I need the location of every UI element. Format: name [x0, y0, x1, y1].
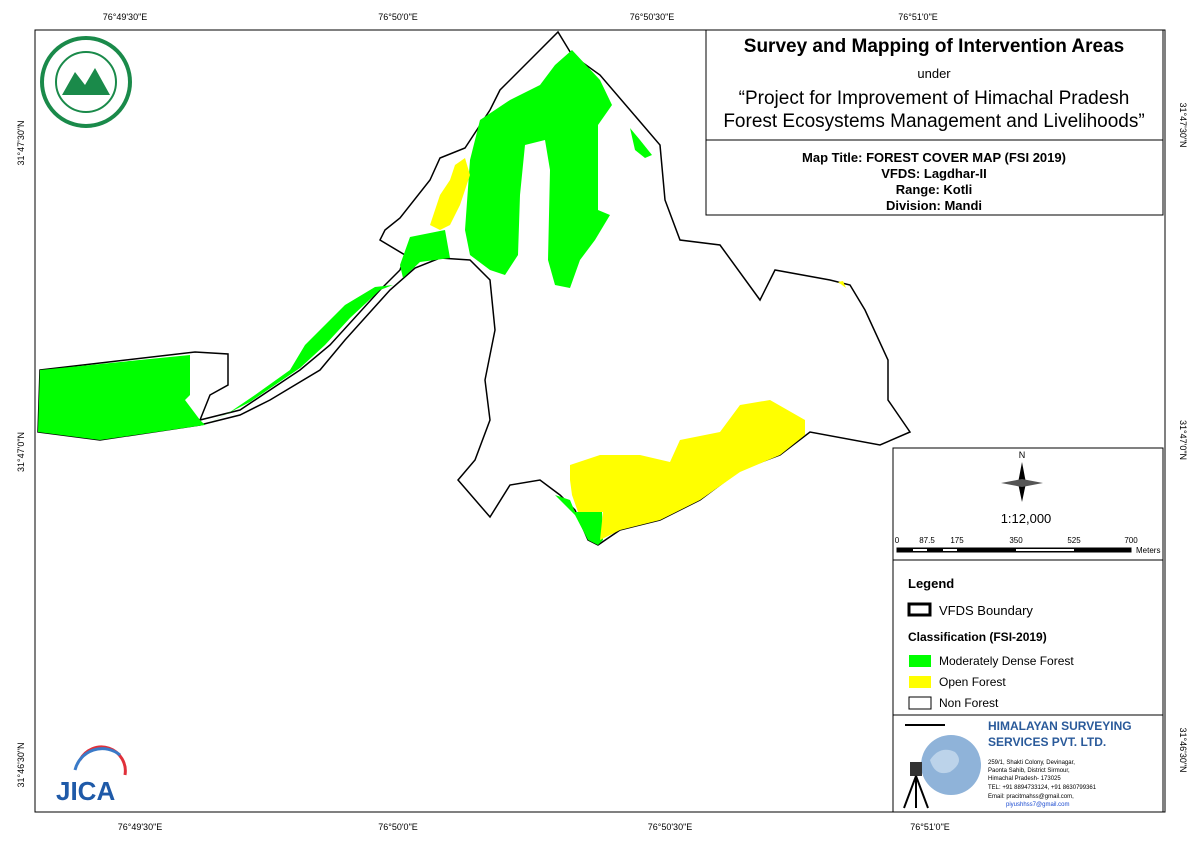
scale-ratio: 1:12,000 [1001, 511, 1052, 526]
coord-label: 76°51'0"E [898, 12, 938, 22]
company-address: 259/1, Shakti Colony, Devinagar, [988, 760, 1075, 766]
company-address: Paonta Sahib, District Sirmour, [988, 768, 1070, 774]
legend-title: Legend [908, 576, 954, 591]
north-arrow [1001, 479, 1043, 487]
subtitle: under [917, 66, 951, 81]
legend-subtitle: Classification (FSI-2019) [908, 630, 1047, 644]
title: Survey and Mapping of Intervention Areas [744, 36, 1124, 57]
legend-label: Non Forest [939, 696, 999, 710]
legend-swatch [907, 602, 932, 617]
legend-label: Open Forest [939, 675, 1006, 689]
scale-label: 525 [1067, 536, 1081, 545]
legend-label: VFDS Boundary [939, 603, 1033, 618]
jica-arc [73, 747, 121, 771]
coord-label: 76°51'0"E [910, 822, 950, 832]
coord-label: 31°47'30"N [16, 120, 26, 165]
jica-logo: JICA [56, 776, 115, 806]
forest-dept-logo [40, 36, 132, 128]
legend-swatch [909, 655, 931, 667]
legend-swatch [909, 676, 931, 688]
vfds-boundary [37, 30, 912, 546]
scale-bar [896, 547, 1132, 553]
company-name: SERVICES PVT. LTD. [988, 735, 1106, 749]
scale-label: 700 [1124, 536, 1138, 545]
legend-label: Moderately Dense Forest [939, 654, 1074, 668]
legend-swatch [908, 696, 932, 710]
title-box [705, 29, 1164, 216]
coord-label: 76°50'30"E [630, 12, 675, 22]
coord-label: 31°47'30"N [1178, 102, 1188, 147]
legend-box [892, 559, 1164, 716]
coord-label: 76°49'30"E [103, 12, 148, 22]
coord-label: 76°50'0"E [378, 822, 418, 832]
coord-label: 31°46'30"N [16, 742, 26, 787]
division: Division: Mandi [886, 198, 982, 213]
scale-label: 350 [1009, 536, 1023, 545]
project-line: “Project for Improvement of Himachal Pra… [739, 88, 1130, 109]
open-forest [430, 158, 846, 540]
coord-label: 31°46'30"N [1178, 727, 1188, 772]
coord-label: 76°50'0"E [378, 12, 418, 22]
north-label: N [1019, 450, 1026, 460]
coord-label: 31°47'0"N [1178, 420, 1188, 460]
coord-label: 76°50'30"E [648, 822, 693, 832]
company-address: Email: pracitmahss@gmail.com, [988, 794, 1074, 800]
scale-label: 87.5 [919, 536, 935, 545]
scale-label: 0 [895, 536, 900, 545]
scale-label: 175 [950, 536, 964, 545]
company-address: TEL: +91 8894733124, +91 8630799361 [988, 785, 1097, 791]
moderately-dense-forest [38, 50, 652, 545]
scale-unit: Meters [1136, 546, 1160, 555]
project-line: Forest Ecosystems Management and Livelih… [723, 111, 1144, 132]
company-address: piyushhss7@gmail.com [1006, 802, 1069, 808]
coord-label: 76°49'30"E [118, 822, 163, 832]
company-name: HIMALAYAN SURVEYING [988, 719, 1132, 733]
coord-label: 31°47'0"N [16, 432, 26, 472]
company-address: Himachal Pradesh- 173025 [988, 776, 1061, 782]
vfds: VFDS: Lagdhar-II [881, 166, 986, 181]
map-title: Map Title: FOREST COVER MAP (FSI 2019) [802, 150, 1066, 165]
range: Range: Kotli [896, 182, 973, 197]
company-logo [903, 724, 981, 809]
scale-box [892, 447, 1164, 561]
